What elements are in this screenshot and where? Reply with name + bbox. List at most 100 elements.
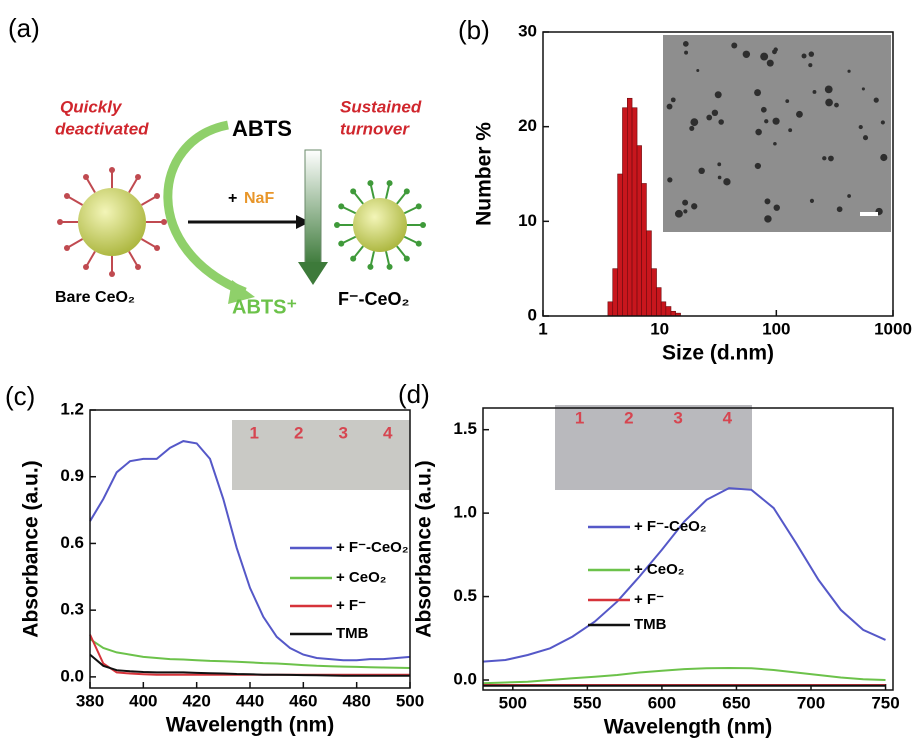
bar — [660, 301, 667, 317]
dot — [766, 59, 774, 67]
arrow-head — [298, 262, 328, 285]
tube-label: 2 — [294, 423, 303, 442]
legend-label: + CeO₂ — [336, 569, 386, 586]
x-tick-label: 700 — [797, 693, 825, 712]
atom — [109, 167, 115, 173]
tube-label: 3 — [673, 408, 682, 427]
line — [89, 653, 410, 677]
dot — [836, 206, 843, 213]
ligands — [57, 167, 167, 277]
y-tick-label: 0.0 — [60, 666, 84, 685]
x-tick-label: 420 — [182, 691, 210, 710]
bar — [607, 301, 614, 317]
particle — [353, 198, 407, 252]
x-axis-label: Size (d.nm) — [662, 342, 774, 365]
x-tick-label: 100 — [762, 319, 790, 338]
panel-label: (b) — [458, 15, 490, 45]
dot — [714, 91, 722, 99]
stick — [396, 191, 407, 205]
x-tick-label: 1 — [538, 319, 547, 338]
dot — [812, 90, 817, 94]
dot — [754, 89, 762, 97]
stick — [86, 178, 96, 194]
arrow-head — [228, 280, 255, 304]
line — [89, 638, 411, 669]
x-tick-label: 1000 — [874, 319, 912, 338]
stick — [128, 250, 138, 266]
panel-label: (d) — [398, 379, 430, 409]
dot — [755, 128, 762, 136]
y-tick-label: 0.5 — [453, 586, 477, 605]
note: deactivated — [55, 119, 149, 138]
dot — [682, 199, 689, 206]
stick — [353, 191, 364, 205]
tem-image — [663, 35, 891, 232]
dot — [717, 175, 722, 180]
dot — [666, 103, 673, 110]
x-tick-label: 750 — [871, 693, 899, 712]
atom — [386, 263, 393, 270]
atom — [334, 222, 340, 228]
x-tick-label: 380 — [76, 691, 104, 710]
x-tick-label: 600 — [648, 693, 676, 712]
y-tick-label: 0.3 — [60, 600, 84, 619]
dot — [809, 198, 815, 203]
atom — [367, 263, 374, 270]
dot — [773, 204, 780, 211]
stick — [385, 251, 391, 267]
y-tick-label: 0.9 — [60, 466, 84, 485]
stick — [341, 205, 357, 215]
dot — [858, 124, 863, 130]
stick — [369, 183, 375, 199]
bar — [641, 183, 647, 317]
y-tick-label: 0.6 — [60, 533, 84, 552]
dot — [670, 97, 676, 103]
bar — [622, 107, 628, 317]
y-tick-label: 1.2 — [60, 399, 84, 418]
y-axis-label: Number % — [473, 122, 496, 226]
y-axis-label: Absorbance (a.u.) — [20, 460, 43, 637]
dot — [706, 114, 713, 121]
dot — [711, 109, 719, 117]
atom — [415, 203, 422, 210]
atom — [386, 180, 393, 187]
dot — [718, 119, 724, 125]
atom — [154, 193, 161, 199]
dot — [825, 98, 833, 107]
atom — [109, 271, 115, 277]
arrow-head — [296, 215, 310, 229]
dot — [684, 50, 689, 55]
bar — [612, 268, 618, 317]
y-tick-label: 1.0 — [453, 503, 477, 522]
bar — [617, 173, 623, 317]
stick — [68, 238, 84, 248]
atom — [338, 240, 345, 247]
dot — [880, 120, 885, 125]
substrate: ABTS — [232, 116, 292, 141]
inset-photo — [232, 420, 410, 490]
x-axis-label: Wavelength (nm) — [604, 716, 772, 739]
dot — [764, 215, 772, 223]
bar — [631, 107, 638, 317]
x-tick-label: 480 — [342, 691, 370, 710]
x-tick-label: 500 — [396, 691, 424, 710]
atom — [83, 173, 89, 180]
dot — [690, 118, 699, 127]
stick — [403, 205, 419, 215]
stick — [353, 245, 364, 259]
stick — [128, 178, 138, 194]
dot — [731, 42, 738, 49]
dot — [698, 167, 705, 175]
note: Sustained — [340, 97, 422, 116]
scale-bar — [860, 212, 878, 216]
atom — [350, 255, 357, 262]
dot — [834, 102, 839, 108]
atom — [135, 173, 141, 180]
stick — [385, 183, 391, 199]
x-tick-label: 10 — [650, 319, 669, 338]
label: F⁻-CeO₂ — [338, 289, 410, 309]
bar — [646, 230, 652, 317]
charts: (b) 1 10 100 1000 0 10 20 30 Size (d.nm) Number % (… — [5, 15, 912, 739]
inset-photo — [555, 405, 752, 490]
bar — [636, 145, 642, 317]
